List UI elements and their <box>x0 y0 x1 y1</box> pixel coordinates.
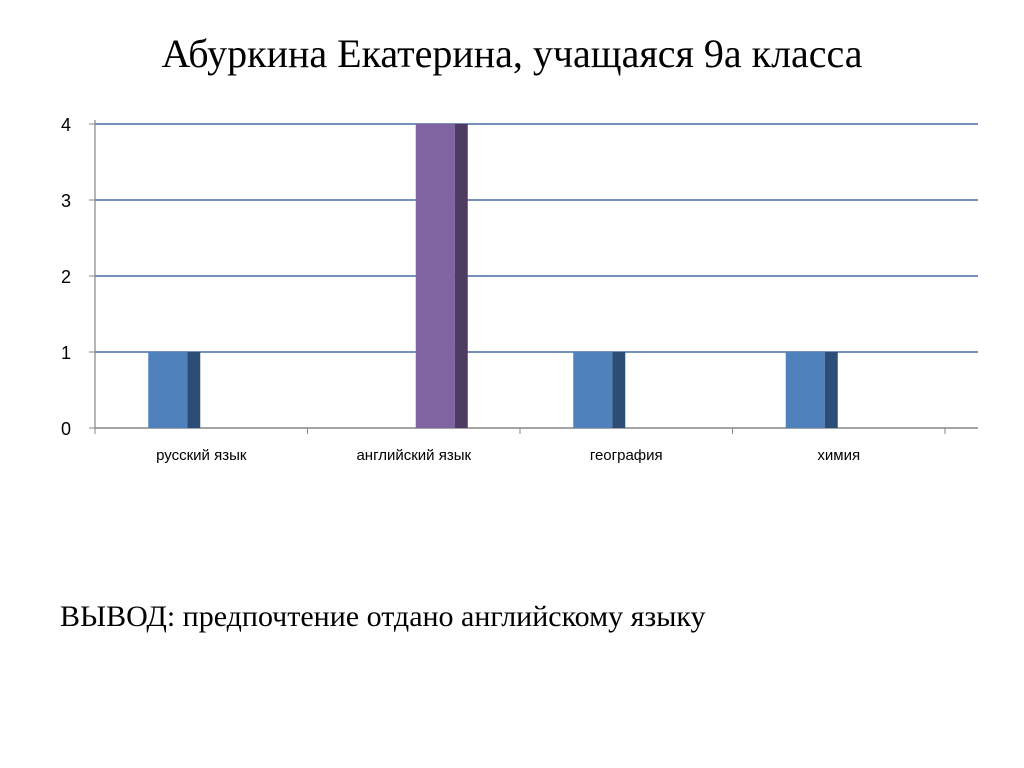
x-tick-label: английский язык <box>356 447 471 464</box>
bar <box>785 352 825 428</box>
bar-side <box>824 352 838 428</box>
bar <box>415 124 455 428</box>
bar-side <box>612 352 626 428</box>
y-tick-label: 1 <box>61 343 71 363</box>
page-title: Абуркина Екатерина, учащаяся 9а класса <box>161 31 863 76</box>
bar-side <box>454 124 468 428</box>
y-tick-label: 3 <box>61 191 71 211</box>
bar-side <box>187 352 201 428</box>
bar <box>148 352 188 428</box>
y-tick-label: 4 <box>61 115 71 135</box>
x-tick-label: химия <box>817 447 860 464</box>
y-tick-label: 2 <box>61 267 71 287</box>
y-tick-label: 0 <box>61 419 71 439</box>
conclusion-text: ВЫВОД: предпочтение отдано английскому я… <box>60 600 706 633</box>
bar <box>573 352 613 428</box>
x-tick-label: русский язык <box>156 447 247 464</box>
x-tick-label: география <box>590 447 663 464</box>
